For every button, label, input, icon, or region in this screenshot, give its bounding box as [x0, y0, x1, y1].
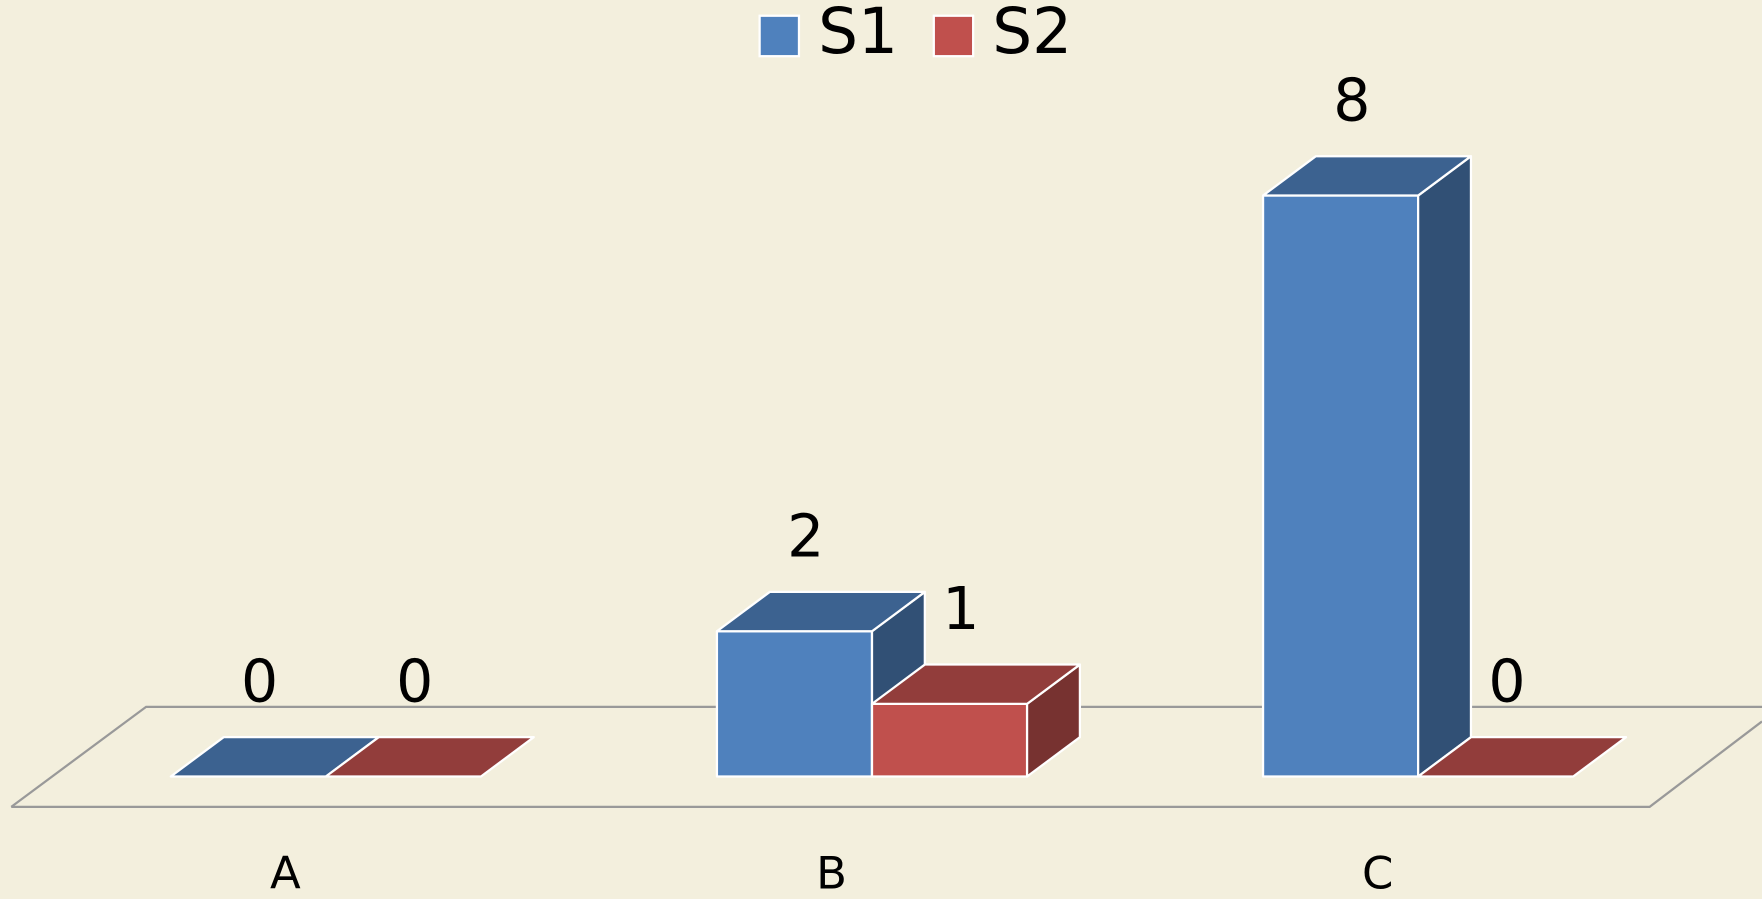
legend-label: S1 — [818, 0, 898, 68]
data-label: 8 — [1333, 67, 1370, 135]
x-tick-label: C — [1362, 847, 1393, 899]
x-tick-label: B — [816, 847, 847, 899]
data-label: 0 — [396, 648, 433, 716]
bar-front — [1261, 194, 1420, 778]
bar — [1261, 155, 1473, 778]
bar-front — [870, 702, 1029, 778]
data-label: 2 — [787, 502, 824, 570]
x-tick-label: A — [270, 847, 301, 899]
bar-front — [715, 630, 874, 778]
legend-label: S2 — [992, 0, 1072, 68]
bar-top — [1417, 736, 1628, 778]
bar — [1417, 736, 1628, 778]
legend-swatch — [932, 14, 975, 58]
bar — [870, 663, 1082, 778]
bar-top — [870, 663, 1082, 706]
bar-top — [324, 736, 535, 778]
bar-top — [715, 590, 926, 633]
data-label: 1 — [942, 575, 979, 643]
floor-back — [10, 705, 1762, 808]
bar-side — [1417, 155, 1473, 778]
bar — [324, 736, 535, 778]
legend-swatch — [758, 14, 801, 58]
floor — [10, 705, 1762, 808]
data-label: 0 — [241, 648, 278, 716]
data-label: 0 — [1488, 648, 1525, 716]
floor-front — [11, 720, 1762, 808]
bar-top — [1261, 155, 1473, 197]
